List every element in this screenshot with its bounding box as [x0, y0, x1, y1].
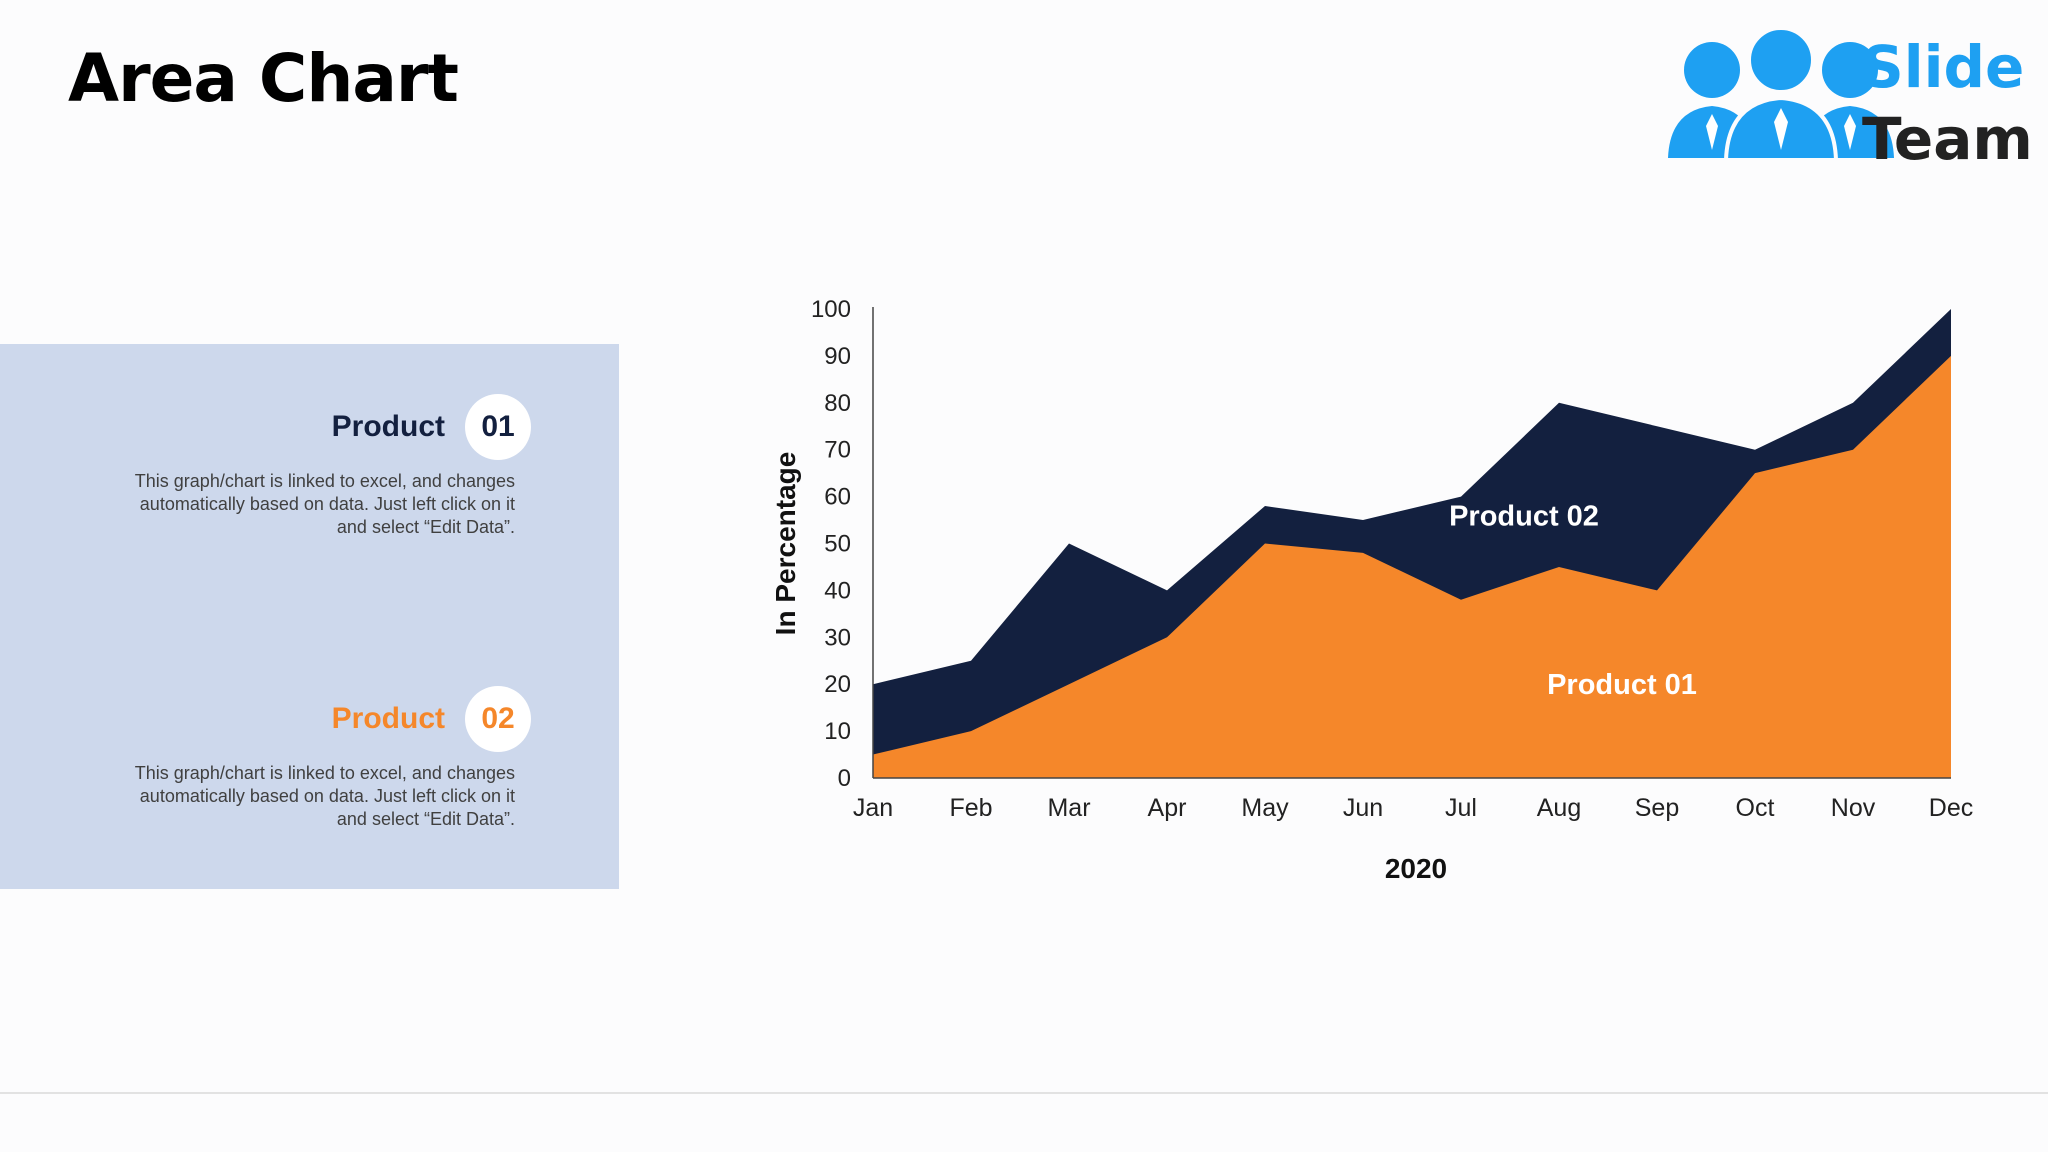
x-tick-label-aug: Aug	[1537, 794, 1581, 822]
product-01-block: Product 01 This graph/chart is linked to…	[111, 394, 531, 539]
product-01-number-badge: 01	[465, 394, 531, 460]
product-02-description: This graph/chart is linked to excel, and…	[134, 763, 515, 829]
y-tick-label-50: 50	[824, 531, 851, 558]
x-tick-label-may: May	[1241, 794, 1289, 822]
y-tick-label-90: 90	[824, 343, 851, 370]
x-tick-label-jun: Jun	[1343, 794, 1383, 822]
product-01-header: Product 01	[111, 394, 531, 460]
logo-text-slide: Slide	[1862, 33, 2025, 101]
x-tick-label-oct: Oct	[1736, 794, 1775, 822]
x-tick-label-jul: Jul	[1445, 794, 1477, 822]
x-tick-label-sep: Sep	[1635, 794, 1679, 822]
x-tick-label-nov: Nov	[1831, 794, 1876, 822]
y-tick-label-100: 100	[811, 296, 851, 323]
product-02-header: Product 02	[111, 686, 531, 752]
product-02-name: Product	[331, 702, 445, 735]
annotation-product-02: Product 02	[1449, 500, 1599, 532]
x-tick-label-mar: Mar	[1047, 794, 1090, 822]
x-tick-label-jan: Jan	[853, 794, 893, 822]
y-tick-label-60: 60	[824, 484, 851, 511]
annotation-product-01: Product 01	[1547, 669, 1697, 701]
y-tick-label-20: 20	[824, 671, 851, 698]
y-tick-label-30: 30	[824, 624, 851, 651]
y-tick-label-10: 10	[824, 718, 851, 745]
y-tick-label-0: 0	[838, 765, 851, 792]
x-tick-label-dec: Dec	[1929, 794, 1973, 822]
area-product-01	[873, 355, 1951, 778]
y-axis-title: In Percentage	[770, 452, 801, 636]
legend-panel: Product 01 This graph/chart is linked to…	[0, 344, 619, 889]
slide-title: Area Chart	[68, 40, 459, 117]
y-tick-label-40: 40	[824, 577, 851, 604]
product-02-number-badge: 02	[465, 686, 531, 752]
y-tick-label-70: 70	[824, 437, 851, 464]
product-01-name: Product	[331, 410, 445, 443]
y-tick-label-80: 80	[824, 390, 851, 417]
people-icon	[1668, 26, 1894, 162]
logo-text-team: Team	[1862, 105, 2033, 173]
product-01-description: This graph/chart is linked to excel, and…	[134, 471, 515, 537]
x-tick-label-apr: Apr	[1148, 794, 1187, 822]
footer-divider	[0, 1092, 2048, 1094]
x-tick-label-feb: Feb	[949, 794, 992, 822]
x-axis-title: 2020	[1385, 853, 1447, 884]
product-02-block: Product 02 This graph/chart is linked to…	[111, 686, 531, 831]
